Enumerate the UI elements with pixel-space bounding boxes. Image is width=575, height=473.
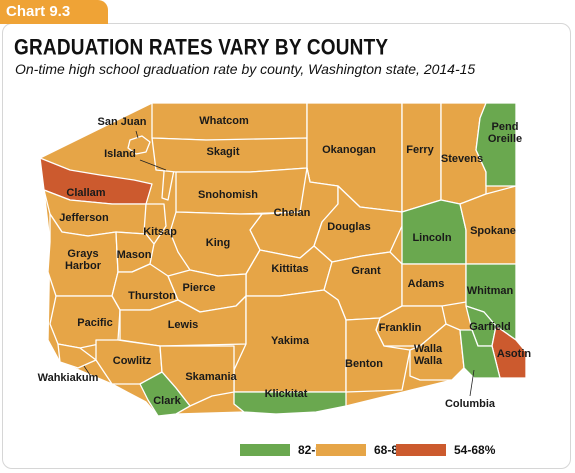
county-clark[interactable]: [139, 371, 191, 417]
county-label-mason: Mason: [117, 249, 152, 261]
legend-swatch: [316, 444, 366, 456]
county-klickitat[interactable]: [233, 391, 347, 415]
county-label-kittitas: Kittitas: [271, 263, 308, 275]
county-label-king: King: [206, 237, 230, 249]
county-columbia[interactable]: [459, 329, 501, 379]
county-label-kitsap: Kitsap: [143, 226, 177, 238]
county-label-ferry: Ferry: [406, 144, 434, 156]
county-label-grant: Grant: [351, 265, 381, 277]
county-label-san-juan: San Juan: [98, 116, 147, 128]
county-label-spokane: Spokane: [470, 225, 516, 237]
legend-label: 54-68%: [454, 443, 496, 457]
chart-number-tab: Chart 9.3: [0, 0, 108, 24]
county-benton[interactable]: [345, 317, 411, 393]
legend-swatch: [396, 444, 446, 456]
county-label-adams: Adams: [408, 278, 445, 290]
county-label-skagit: Skagit: [206, 146, 239, 158]
county-label-clallam: Clallam: [66, 187, 105, 199]
county-shapes: [39, 102, 527, 417]
county-label-wahkiakum: Wahkiakum: [38, 372, 99, 384]
chart-number-label: Chart 9.3: [6, 3, 71, 20]
county-label-whitman: Whitman: [467, 285, 514, 297]
county-label-walla-walla: Walla Walla: [414, 343, 443, 367]
county-label-columbia: Columbia: [445, 398, 496, 410]
label-leader-lines: [83, 130, 475, 397]
county-label-snohomish: Snohomish: [198, 189, 258, 201]
county-label-douglas: Douglas: [327, 221, 370, 233]
county-pend-oreille[interactable]: [475, 102, 517, 187]
leader-line: [135, 130, 139, 139]
county-label-skamania: Skamania: [185, 371, 237, 383]
county-label-lincoln: Lincoln: [412, 232, 451, 244]
county-label-thurston: Thurston: [128, 290, 176, 302]
county-label-pierce: Pierce: [182, 282, 215, 294]
leader-line: [83, 365, 91, 376]
county-label-clark: Clark: [153, 395, 181, 407]
county-label-whatcom: Whatcom: [199, 115, 249, 127]
county-label-stevens: Stevens: [441, 153, 483, 165]
county-label-garfield: Garfield: [469, 321, 511, 333]
county-label-benton: Benton: [345, 358, 383, 370]
legend-item-low: 54-68%: [396, 442, 495, 458]
county-san-juan[interactable]: [127, 135, 151, 155]
county-kitsap[interactable]: [143, 203, 167, 245]
county-label-yakima: Yakima: [271, 335, 310, 347]
county-label-chelan: Chelan: [274, 207, 311, 219]
county-label-okanogan: Okanogan: [322, 144, 376, 156]
county-label-asotin: Asotin: [497, 348, 532, 360]
county-label-pacific: Pacific: [77, 317, 112, 329]
county-label-franklin: Franklin: [379, 322, 422, 334]
chart-title: GRADUATION RATES VARY BY COUNTY: [14, 36, 389, 61]
county-labels: San Juan Whatcom Island Skagit Okanogan Ferry…: [38, 115, 532, 410]
county-label-pend-oreille: Pend Oreille: [488, 121, 522, 145]
county-label-cowlitz: Cowlitz: [113, 355, 152, 367]
chart-subtitle: On-time high school graduation rate by c…: [15, 61, 476, 77]
leader-line: [139, 159, 167, 171]
county-ferry[interactable]: [401, 102, 442, 213]
county-label-jefferson: Jefferson: [59, 212, 109, 224]
county-label-klickitat: Klickitat: [265, 388, 308, 400]
leader-line: [469, 369, 475, 397]
legend-swatch: [240, 444, 290, 456]
county-label-lewis: Lewis: [168, 319, 199, 331]
county-adams[interactable]: [401, 263, 467, 307]
county-label-island: Island: [104, 148, 136, 160]
county-wahkiakum[interactable]: [57, 343, 97, 369]
county-label-grays-harbor: Grays Harbor: [65, 248, 102, 272]
